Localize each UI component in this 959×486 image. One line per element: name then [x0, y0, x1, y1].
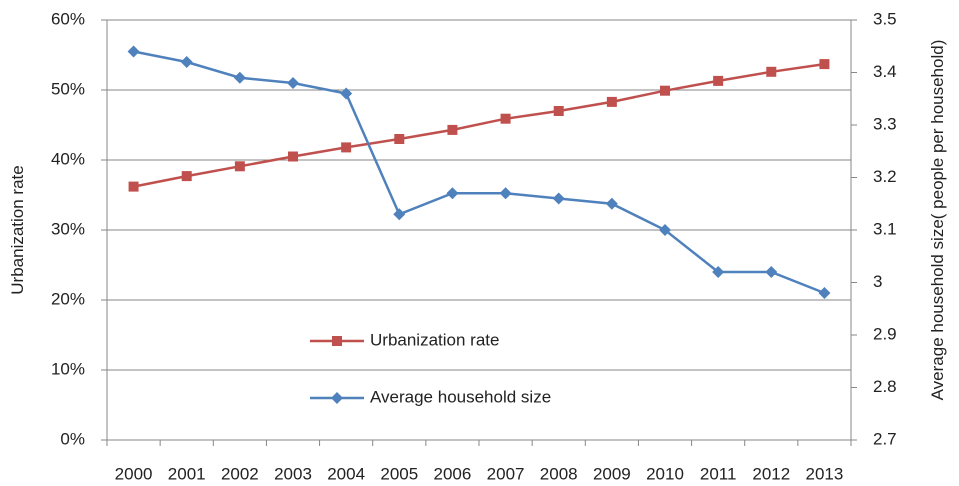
y-tick-label: 0%: [60, 429, 85, 448]
data-point: [766, 66, 777, 77]
x-tick-label: 2004: [327, 464, 365, 483]
data-point: [446, 187, 459, 200]
y-tick-label: 30%: [51, 219, 85, 238]
data-point: [180, 56, 193, 68]
data-point: [499, 187, 512, 200]
y2-axis-label: Average household size( people per house…: [928, 39, 947, 401]
data-point: [393, 208, 406, 221]
legend-marker: [331, 392, 343, 404]
data-point: [765, 266, 778, 278]
y2-tick-label: 3.4: [873, 62, 897, 81]
y-tick-label: 20%: [51, 289, 85, 308]
y2-tick-label: 2.9: [873, 324, 897, 343]
data-point: [500, 113, 511, 124]
data-point: [553, 106, 564, 116]
y2-tick-label: 3.5: [873, 9, 897, 28]
data-point: [394, 134, 405, 144]
series-line: [133, 62, 825, 188]
x-tick-label: 2001: [168, 464, 206, 483]
data-point: [340, 87, 353, 100]
data-point: [341, 142, 352, 153]
y-tick-label: 60%: [51, 9, 85, 28]
data-point: [287, 77, 299, 89]
legend-marker: [332, 336, 342, 346]
y2-tick-label: 3.3: [873, 114, 897, 133]
x-tick-label: 2013: [806, 464, 844, 483]
y-tick-label: 10%: [51, 359, 85, 378]
x-tick-label: 2011: [700, 464, 737, 483]
data-point: [234, 161, 245, 172]
x-tick-label: 2005: [380, 464, 418, 483]
data-point: [181, 171, 192, 182]
x-tick-label: 2007: [487, 464, 525, 483]
data-point: [288, 151, 298, 162]
x-tick-label: 2000: [115, 464, 153, 483]
data-point: [128, 181, 139, 192]
data-point: [552, 192, 565, 205]
data-point: [713, 75, 724, 86]
y2-tick-label: 2.7: [873, 429, 897, 448]
data-point: [233, 71, 246, 84]
x-tick-label: 2009: [593, 464, 631, 483]
x-tick-label: 2006: [434, 464, 472, 483]
x-tick-label: 2002: [221, 464, 259, 483]
y2-tick-label: 3.2: [873, 167, 897, 186]
y-axis-label: Urbanization rate: [8, 165, 27, 295]
y-tick-label: 50%: [51, 79, 85, 98]
data-point: [819, 59, 830, 70]
legend-label: Average household size: [370, 387, 551, 406]
data-point: [818, 287, 831, 299]
x-tick-label: 2003: [274, 464, 312, 483]
x-tick-label: 2012: [752, 464, 790, 483]
y2-tick-label: 3: [873, 272, 882, 291]
data-point: [606, 96, 617, 107]
data-point: [712, 266, 725, 278]
series-line: [133, 50, 825, 295]
y2-tick-label: 3.1: [873, 219, 897, 238]
y-tick-label: 40%: [51, 149, 85, 168]
legend-label: Urbanization rate: [370, 330, 499, 349]
data-point: [447, 124, 458, 135]
data-point: [659, 224, 671, 236]
x-tick-label: 2010: [646, 464, 684, 483]
y2-tick-label: 2.8: [873, 377, 897, 396]
data-point: [660, 85, 670, 96]
data-point: [605, 197, 618, 210]
x-tick-label: 2008: [540, 464, 578, 483]
data-point: [127, 45, 140, 58]
